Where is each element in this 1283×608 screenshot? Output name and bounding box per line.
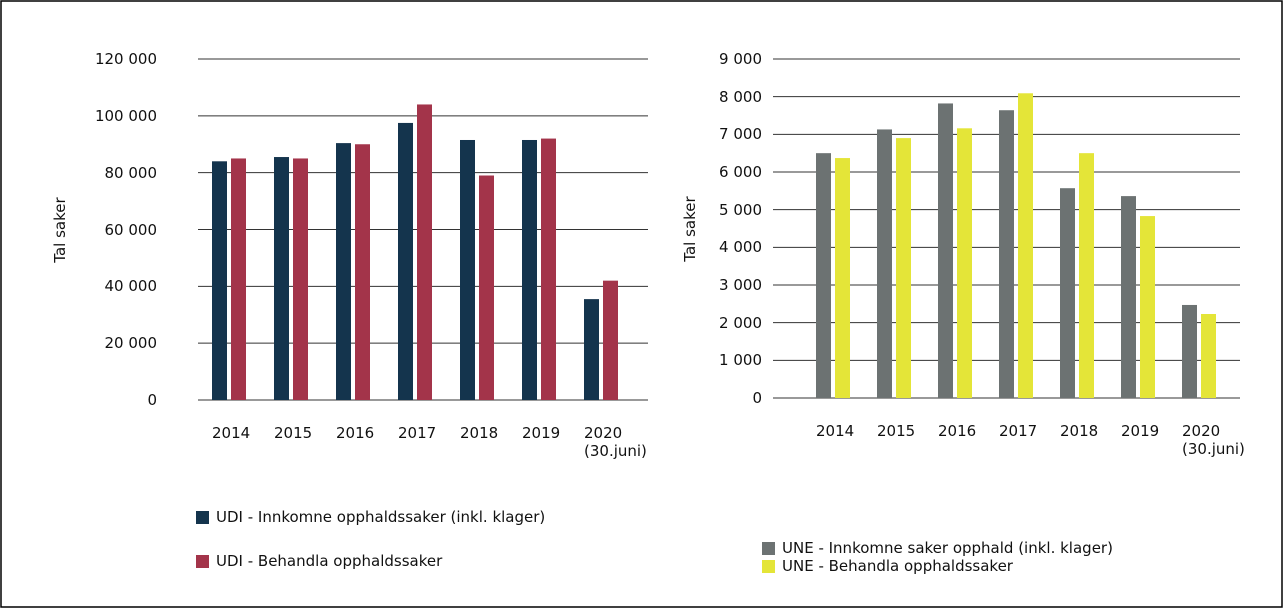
legend-item: UNE - Innkomne saker opphald (inkl. klag… — [762, 539, 1113, 557]
x-tick-label: 2018 — [1060, 422, 1099, 440]
y-tick-label: 5 000 — [719, 200, 762, 219]
y-tick-label: 7 000 — [719, 125, 762, 144]
x-tick-label: 2015 — [877, 422, 916, 440]
x-tick-label: 2017 — [398, 424, 437, 442]
legend-swatch — [762, 541, 775, 555]
y-tick-label: 0 — [752, 389, 762, 407]
y-tick-label: 100 000 — [94, 106, 157, 125]
y-tick-label: 60 000 — [104, 220, 158, 239]
legend-item: UNE - Behandla opphaldssaker — [762, 557, 1013, 575]
legend-label: UDI - Behandla opphaldssaker — [216, 552, 443, 570]
bar — [1121, 196, 1136, 398]
x-tick-label: 2016 — [938, 422, 977, 440]
x-tick-label: 2017 — [999, 422, 1038, 440]
bar — [999, 110, 1014, 398]
x-tick-label: 2018 — [460, 424, 499, 442]
bar — [896, 138, 911, 398]
x-tick-label: 2020 (30.juni) — [1182, 422, 1245, 458]
legend-swatch — [196, 554, 209, 568]
y-tick-label: 8 000 — [719, 87, 762, 106]
bar — [522, 139, 537, 401]
bar — [938, 103, 953, 399]
legend-label: UDI - Innkomne opphaldssaker (inkl. klag… — [216, 508, 546, 526]
bar — [417, 104, 432, 400]
x-tick-label: 2019 — [522, 424, 561, 442]
y-tick-label: 20 000 — [104, 334, 158, 353]
legend-swatch — [196, 510, 209, 524]
y-tick-label: 1 000 — [719, 351, 762, 370]
bar — [835, 158, 850, 398]
bar — [1079, 153, 1094, 398]
legend-label: UNE - Innkomne saker opphald (inkl. klag… — [782, 539, 1113, 557]
legend-item: UDI - Innkomne opphaldssaker (inkl. klag… — [196, 508, 545, 526]
x-tick-label: 2014 — [212, 424, 251, 442]
y-tick-label: 4 000 — [719, 238, 762, 257]
y-tick-label: 40 000 — [104, 277, 158, 296]
bar — [212, 161, 227, 400]
x-tick-label: 2019 — [1121, 422, 1160, 440]
bar — [1018, 93, 1033, 398]
x-tick-label: 2014 — [816, 422, 855, 440]
y-tick-label: 80 000 — [104, 163, 158, 182]
y-tick-label: 6 000 — [719, 163, 762, 181]
bar — [231, 158, 246, 400]
bar — [1140, 216, 1155, 398]
x-tick-label: 2020 (30.juni) — [584, 424, 647, 460]
x-tick-label: 2015 — [274, 424, 313, 442]
y-tick-label: 3 000 — [719, 276, 762, 294]
y-tick-label: 2 000 — [719, 313, 762, 332]
legend-swatch — [762, 559, 775, 573]
bar — [1060, 188, 1075, 398]
bar — [398, 122, 413, 400]
bar — [460, 139, 475, 401]
y-axis-title: Tal saker — [681, 195, 699, 262]
bar — [816, 153, 831, 398]
bar — [336, 143, 351, 400]
bar — [1201, 314, 1216, 398]
y-tick-label: 120 000 — [94, 50, 157, 68]
y-tick-label: 9 000 — [719, 50, 762, 68]
bar — [274, 157, 289, 400]
legend-label: UNE - Behandla opphaldssaker — [782, 557, 1013, 575]
bar — [1182, 304, 1197, 398]
bar — [541, 138, 556, 401]
y-tick-label: 0 — [147, 391, 157, 409]
bar — [877, 129, 892, 399]
bar — [479, 175, 494, 400]
bar — [293, 158, 308, 400]
bar — [603, 280, 618, 400]
bar — [355, 144, 370, 400]
bar — [957, 128, 972, 398]
legend-item: UDI - Behandla opphaldssaker — [196, 552, 442, 570]
x-tick-label: 2016 — [336, 424, 375, 442]
y-axis-title: Tal saker — [51, 196, 69, 263]
bar — [584, 299, 599, 400]
